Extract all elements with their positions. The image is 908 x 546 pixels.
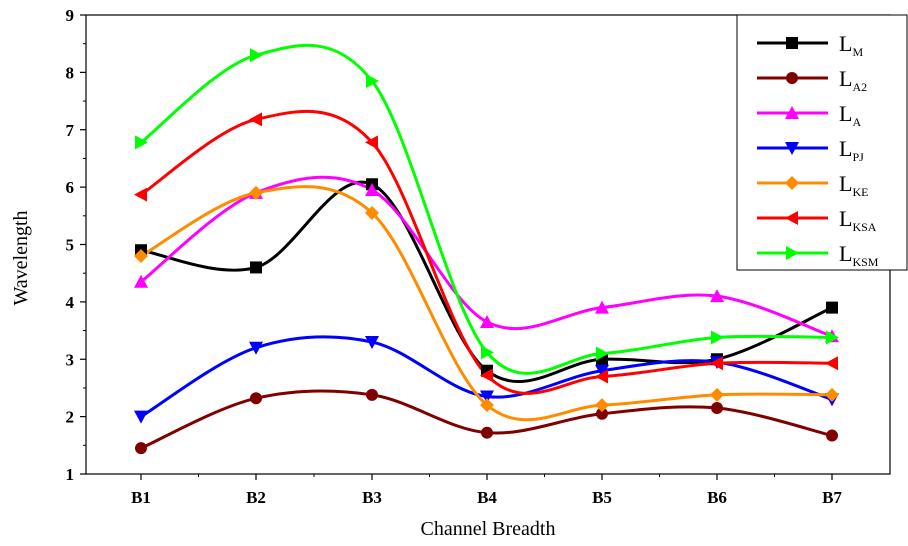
data-point-ksa	[365, 135, 378, 150]
legend: LM LA2 LA LPJ LKE LKSA LKSM	[736, 14, 908, 271]
data-point-pj	[480, 390, 494, 404]
x-axis-title: Channel Breadth	[421, 518, 556, 540]
legend-marker	[785, 211, 798, 225]
data-point-pj	[134, 410, 148, 424]
data-point-a2	[366, 388, 378, 401]
legend-label: LA2	[839, 66, 867, 94]
legend-label: LA	[839, 101, 861, 129]
legend-marker	[786, 246, 799, 260]
legend-marker	[786, 37, 798, 49]
data-point-ksm	[250, 48, 263, 63]
data-point-a	[365, 182, 379, 196]
legend-item-a2: LA2	[757, 66, 867, 94]
legend-label: LKE	[839, 171, 868, 199]
data-point-pj	[365, 336, 379, 350]
data-point-ksm	[366, 73, 379, 88]
y-tick-label: 2	[66, 408, 75, 427]
series-line-ke	[140, 185, 833, 422]
legend-label: LKSA	[839, 206, 877, 234]
legend-marker	[786, 72, 798, 84]
x-tick-label: B3	[362, 488, 382, 507]
data-point-m	[250, 261, 262, 274]
legend-item-m: LM	[757, 31, 863, 59]
data-point-a2	[135, 442, 147, 455]
x-tick-label: B2	[246, 488, 266, 507]
data-point-ksm	[826, 330, 839, 345]
data-point-a2	[711, 402, 723, 415]
data-point-ksm	[596, 346, 609, 361]
data-point-ksa	[480, 368, 493, 383]
y-tick-label: 9	[66, 6, 75, 25]
legend-marker	[785, 142, 799, 155]
legend-label: LKSM	[839, 241, 879, 269]
y-tick-label: 4	[66, 293, 75, 312]
legend-item-pj: LPJ	[757, 136, 864, 164]
data-point-ksa	[710, 356, 723, 371]
series-line-a	[140, 175, 833, 338]
legend-item-a: LA	[757, 101, 861, 129]
data-point-pj	[595, 364, 609, 378]
data-point-m	[826, 301, 838, 314]
data-point-ksa	[134, 187, 147, 202]
data-point-ke	[480, 398, 494, 413]
data-point-ke	[365, 205, 379, 220]
data-point-ke	[249, 185, 263, 200]
data-point-a	[595, 300, 609, 314]
data-point-ksa	[595, 369, 608, 384]
x-tick-label: B5	[592, 488, 612, 507]
legend-marker	[785, 106, 799, 119]
x-tick-label: B6	[707, 488, 727, 507]
y-tick-label: 8	[66, 63, 75, 82]
y-tick-label: 7	[66, 121, 75, 140]
data-point-a	[134, 274, 148, 288]
data-point-ksm	[711, 330, 724, 345]
x-tick-label: B7	[822, 488, 842, 507]
data-point-a	[480, 314, 494, 328]
y-tick-label: 3	[66, 350, 75, 369]
data-point-ke	[825, 387, 839, 402]
legend-label: LPJ	[839, 136, 864, 164]
data-point-ksa	[825, 356, 838, 371]
data-point-ksm	[481, 345, 494, 360]
data-point-a2	[250, 392, 262, 405]
x-tick-label: B4	[477, 488, 497, 507]
data-point-a2	[481, 426, 493, 439]
data-point-ke	[710, 387, 724, 402]
y-tick-label: 5	[66, 236, 75, 255]
data-point-ke	[595, 398, 609, 413]
y-tick-label: 6	[66, 178, 75, 197]
legend-box	[736, 14, 908, 271]
data-point-a2	[596, 407, 608, 420]
y-axis-title: Wavelength	[10, 210, 32, 305]
y-tick-label: 1	[66, 465, 75, 484]
legend-item-ksm: LKSM	[757, 241, 879, 269]
data-point-pj	[249, 341, 263, 355]
legend-item-ke: LKE	[757, 171, 868, 199]
legend-item-ksa: LKSA	[757, 206, 877, 234]
data-point-a	[710, 289, 724, 303]
legend-marker	[785, 176, 799, 190]
data-point-ksm	[135, 135, 148, 150]
data-point-ksa	[249, 112, 262, 127]
legend-label: LM	[839, 31, 863, 59]
x-tick-label: B1	[131, 488, 151, 507]
data-point-a2	[826, 429, 838, 442]
data-point-ke	[134, 248, 148, 263]
